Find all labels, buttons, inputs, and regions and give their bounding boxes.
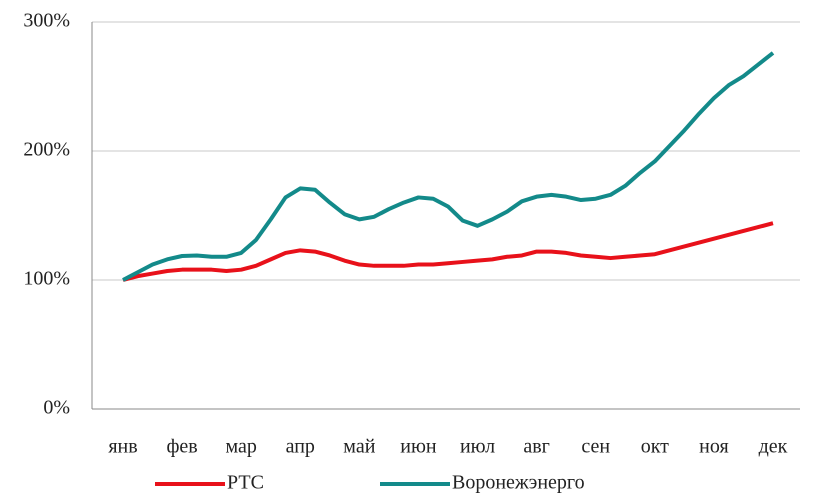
x-tick-label: июл [460, 436, 495, 458]
y-tick-label: 300% [23, 10, 70, 32]
x-tick-label: янв [108, 436, 137, 458]
x-tick-label: фев [166, 436, 197, 458]
legend-label: РТС [227, 472, 264, 494]
line-series [122, 221, 774, 282]
x-tick-label: июн [400, 436, 437, 458]
x-tick-label: дек [759, 436, 788, 458]
x-tick-label: май [343, 436, 375, 458]
x-tick-label: апр [286, 436, 315, 458]
y-tick-label: 100% [23, 268, 70, 290]
x-tick-label: окт [641, 436, 669, 458]
y-tick-label: 0% [43, 397, 70, 419]
x-tick-label: ноя [699, 436, 729, 458]
x-tick-label: сен [581, 436, 610, 458]
x-tick-label: мар [225, 436, 256, 458]
x-tick-label: авг [523, 436, 550, 458]
legend-label: Воронежэнерго [452, 472, 585, 494]
y-tick-label: 200% [23, 139, 70, 161]
line-series [122, 51, 775, 282]
